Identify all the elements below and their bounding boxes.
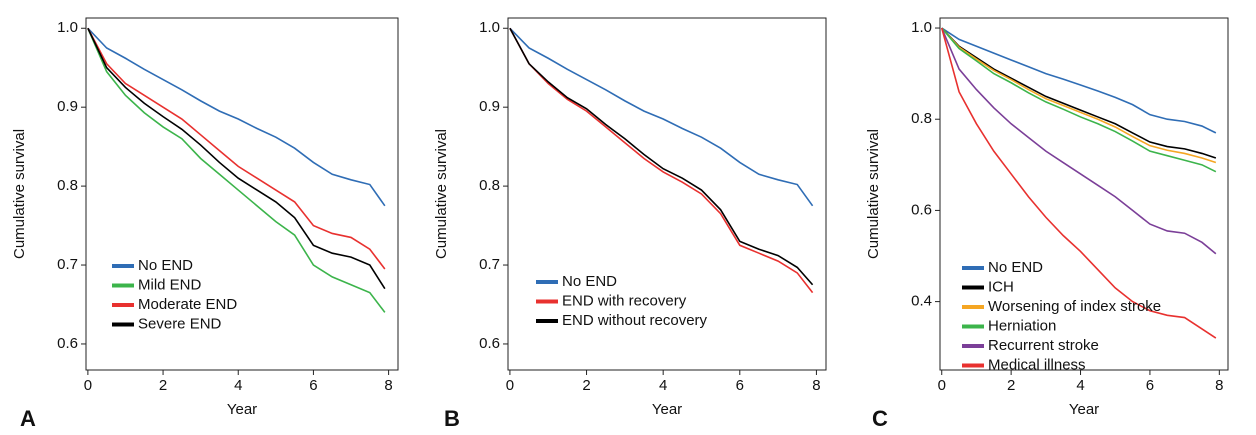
x-tick-label: 6 <box>1146 377 1154 394</box>
panel-letter: A <box>20 406 36 431</box>
y-tick-label: 1.0 <box>57 19 78 36</box>
survival-curve <box>87 27 386 313</box>
plot-frame <box>939 17 1229 371</box>
survival-curve <box>87 27 386 290</box>
x-tick-label: 0 <box>506 377 514 394</box>
y-axis-title: Cumulative survival <box>433 129 450 259</box>
legend-label: END with recovery <box>562 292 687 309</box>
panel-letter: C <box>872 406 888 431</box>
survival-curve <box>87 27 386 270</box>
x-tick-label: 4 <box>659 377 667 394</box>
survival-curve <box>941 27 1217 159</box>
legend-label: Recurrent stroke <box>988 337 1099 354</box>
legend-label: Worsening of index stroke <box>988 298 1161 315</box>
x-axis-title: Year <box>1069 401 1099 418</box>
survival-curve <box>940 27 1217 339</box>
y-axis-title: Cumulative survival <box>865 129 882 259</box>
x-tick-label: 8 <box>812 377 820 394</box>
x-tick-label: 2 <box>159 377 167 394</box>
x-tick-label: 4 <box>234 377 242 394</box>
legend-label: Medical illness <box>988 356 1086 373</box>
y-tick-label: 0.7 <box>479 256 500 273</box>
survival-curve <box>941 27 1217 164</box>
survival-curve <box>940 27 1217 255</box>
legend-label: Mild END <box>138 276 202 293</box>
x-axis-title: Year <box>227 401 257 418</box>
survival-curve <box>509 27 814 286</box>
y-tick-label: 0.6 <box>479 335 500 352</box>
x-tick-label: 8 <box>384 377 392 394</box>
legend-label: Severe END <box>138 315 222 332</box>
legend-label: Herniation <box>988 317 1056 334</box>
legend-label: ICH <box>988 278 1014 295</box>
y-tick-label: 0.6 <box>57 335 78 352</box>
x-tick-label: 8 <box>1215 377 1223 394</box>
survival-curve <box>941 27 1217 173</box>
x-tick-label: 6 <box>736 377 744 394</box>
x-tick-label: 2 <box>1007 377 1015 394</box>
y-tick-label: 0.9 <box>57 98 78 115</box>
survival-curve <box>509 27 814 294</box>
legend-label: No END <box>988 259 1043 276</box>
legend-label: No END <box>562 273 617 290</box>
x-tick-label: 2 <box>582 377 590 394</box>
y-tick-label: 0.7 <box>57 256 78 273</box>
y-axis-title: Cumulative survival <box>11 129 28 259</box>
y-tick-label: 1.0 <box>479 19 500 36</box>
legend-label: END without recovery <box>562 312 708 329</box>
y-tick-label: 0.4 <box>911 293 932 310</box>
y-tick-label: 1.0 <box>911 19 932 36</box>
survival-curve <box>941 27 1217 134</box>
x-tick-label: 0 <box>84 377 92 394</box>
plot-frame <box>507 17 827 371</box>
legend-label: Moderate END <box>138 296 237 313</box>
y-tick-label: 0.6 <box>911 201 932 218</box>
x-tick-label: 6 <box>309 377 317 394</box>
x-axis-title: Year <box>652 401 682 418</box>
x-tick-label: 0 <box>938 377 946 394</box>
survival-curve <box>509 27 814 207</box>
x-tick-label: 4 <box>1076 377 1084 394</box>
y-tick-label: 0.8 <box>57 177 78 194</box>
y-tick-label: 0.8 <box>479 177 500 194</box>
legend-label: No END <box>138 257 193 274</box>
plot-frame <box>85 17 399 371</box>
survival-curve <box>87 27 386 207</box>
y-tick-label: 0.8 <box>911 110 932 127</box>
panel-letter: B <box>444 406 460 431</box>
y-tick-label: 0.9 <box>479 98 500 115</box>
